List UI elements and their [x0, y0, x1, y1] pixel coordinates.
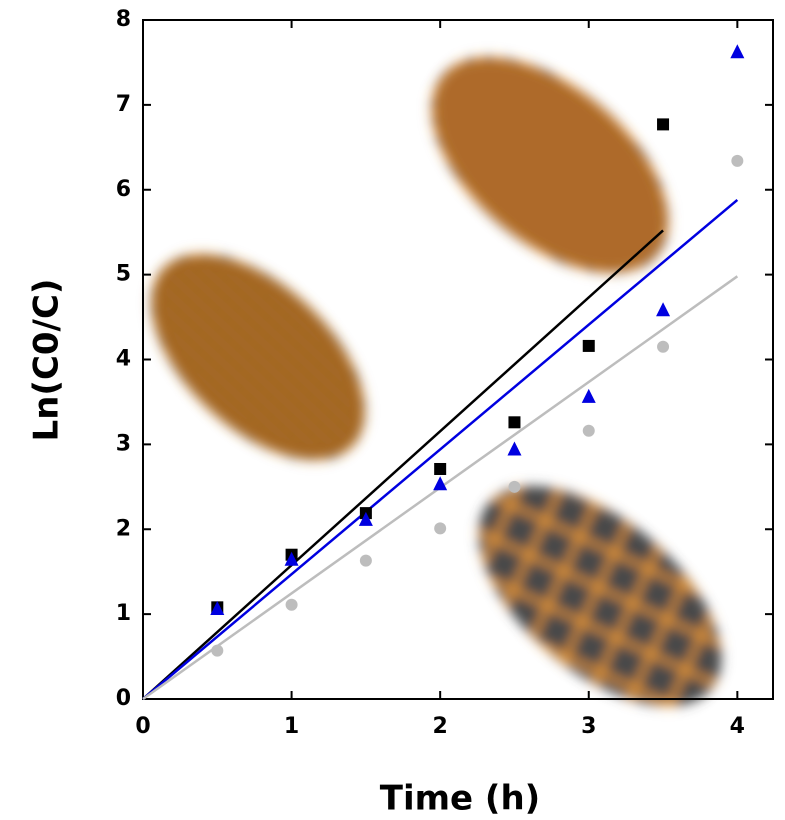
- data-point: [731, 154, 744, 167]
- x-tick-label: 0: [135, 714, 150, 739]
- data-point: [582, 339, 595, 352]
- data-point: [508, 480, 521, 493]
- data-point: [656, 302, 671, 317]
- fit-line: [142, 198, 739, 700]
- data-point: [508, 416, 521, 429]
- data-point: [657, 340, 670, 353]
- data-point: [581, 388, 596, 403]
- mesh-image: [478, 486, 722, 706]
- data-point: [507, 441, 522, 456]
- y-tick-label: 2: [116, 516, 131, 541]
- y-tick-label: 1: [116, 601, 131, 626]
- x-tick-label: 1: [284, 714, 299, 739]
- data-point: [210, 601, 225, 616]
- x-axis-title: Time (h): [380, 779, 540, 819]
- illustrations: [150, 56, 722, 706]
- fit-line: [142, 229, 664, 700]
- y-tick-label: 7: [116, 92, 131, 117]
- x-tick-label: 4: [730, 714, 745, 739]
- data-point: [657, 118, 670, 131]
- data-point: [358, 511, 373, 526]
- y-tick-label: 4: [116, 347, 131, 372]
- data-point: [284, 551, 299, 566]
- y-tick-label: 6: [116, 177, 131, 202]
- data-point: [434, 462, 447, 475]
- data-point: [434, 522, 447, 535]
- y-axis-title: Ln(C0/C): [27, 279, 67, 442]
- y-tick-label: 3: [116, 431, 131, 456]
- data-point: [582, 424, 595, 437]
- x-tick-label: 3: [581, 714, 596, 739]
- y-tick-label: 5: [116, 262, 131, 287]
- mesh-image: [431, 56, 669, 274]
- x-tick-label: 2: [433, 714, 448, 739]
- y-tick-label: 0: [116, 686, 131, 711]
- data-point: [285, 598, 298, 611]
- data-point: [433, 476, 448, 491]
- mesh-image: [150, 253, 366, 461]
- data-point: [730, 44, 745, 59]
- data-point: [211, 644, 224, 657]
- y-tick-label: 8: [116, 7, 131, 32]
- data-point: [359, 554, 372, 567]
